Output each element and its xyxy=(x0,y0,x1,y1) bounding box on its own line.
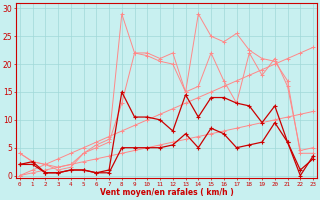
X-axis label: Vent moyen/en rafales ( km/h ): Vent moyen/en rafales ( km/h ) xyxy=(100,188,233,197)
